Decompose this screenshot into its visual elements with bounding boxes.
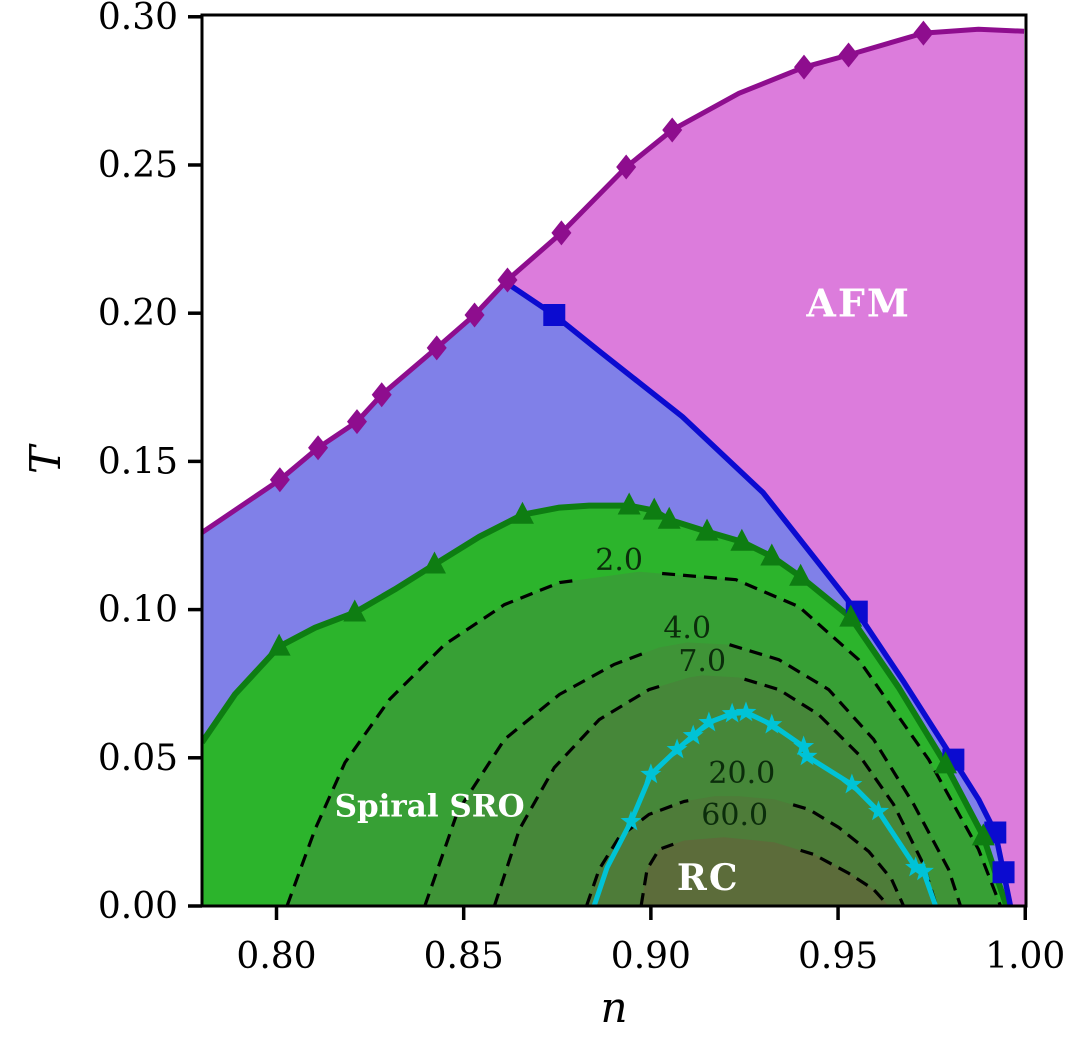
x-tick-label: 0.90 [611, 936, 691, 977]
y-axis-label: T [21, 443, 70, 474]
marker-triangle-spiral-sro-boundary [343, 599, 367, 622]
contour-label-2.0: 2.0 [595, 543, 643, 578]
marker-star-rc-crossover [761, 713, 783, 734]
marker-star-rc-crossover [868, 800, 889, 821]
marker-diamond-afm-transition [662, 117, 683, 143]
x-tick-label: 0.85 [424, 936, 504, 977]
y-tick-label: 0.05 [98, 738, 178, 779]
contour-line-2.0 [285, 578, 577, 906]
axes: 0.80 0.85 0.90 0.95 1.00 0.00 0.05 0.10 0.15 0.20… [98, 0, 1065, 977]
marker-diamond-afm-transition [913, 20, 934, 46]
marker-square-blue-boundary [992, 861, 1015, 884]
contour-band-60.0 [641, 837, 889, 906]
marker-triangle-spiral-sro-boundary [839, 604, 863, 627]
marker-triangle-spiral-sro-boundary [789, 563, 813, 586]
marker-triangle-spiral-sro-boundary [657, 506, 681, 529]
x-tick-label: 0.95 [798, 936, 878, 977]
marker-star-rc-crossover [905, 856, 926, 877]
marker-triangle-spiral-sro-boundary [934, 751, 958, 774]
marker-star-rc-crossover [698, 711, 720, 732]
marker-diamond-afm-transition [308, 435, 329, 461]
y-tick-label: 0.10 [98, 590, 178, 631]
contour-label-20.0: 20.0 [708, 756, 775, 791]
contour-line-7.0 [492, 684, 663, 906]
contour-line-2.0 [661, 571, 1002, 906]
marker-star-rc-crossover [682, 724, 704, 745]
y-tick-label: 0.30 [98, 0, 178, 38]
y-tick-label: 0.15 [98, 441, 178, 482]
marker-triangle-spiral-sro-boundary [422, 551, 446, 574]
contour-line-4.0 [423, 650, 648, 906]
marker-diamond-afm-transition [551, 220, 572, 246]
marker-triangle-spiral-sro-boundary [695, 518, 719, 541]
marker-star-rc-crossover [666, 738, 688, 759]
y-tick-label: 0.25 [98, 145, 178, 186]
marker-triangle-spiral-sro-boundary [617, 492, 641, 515]
x-tick-label: 0.80 [236, 936, 316, 977]
contour-line-20.0 [792, 803, 906, 906]
region-label-rc: RC [677, 857, 740, 899]
marker-star-rc-crossover [721, 702, 743, 723]
marker-diamond-afm-transition [497, 267, 518, 293]
marker-star-rc-crossover [841, 773, 863, 794]
marker-triangle-spiral-sro-boundary [510, 501, 534, 524]
contour-line-60.0 [800, 848, 890, 906]
marker-diamond-afm-transition [371, 382, 392, 408]
marker-star-rc-crossover [913, 860, 934, 881]
marker-triangle-spiral-sro-boundary [730, 528, 754, 551]
contour-line-60.0 [639, 842, 674, 906]
marker-diamond-afm-transition [269, 467, 290, 493]
marker-star-rc-crossover [640, 763, 662, 784]
region-label-afm: AFM [805, 281, 911, 326]
marker-star-rc-crossover [735, 701, 757, 722]
marker-triangle-spiral-sro-boundary [267, 633, 291, 656]
marker-diamond-afm-transition [616, 154, 637, 180]
marker-diamond-afm-transition [793, 54, 814, 80]
marker-triangle-spiral-sro-boundary [642, 497, 666, 520]
contour-label-60.0: 60.0 [701, 798, 768, 833]
marker-diamond-afm-transition [346, 409, 367, 435]
contour-label-7.0: 7.0 [678, 644, 726, 679]
y-tick-label: 0.00 [98, 886, 178, 927]
marker-star-rc-crossover [796, 745, 818, 766]
marker-triangle-spiral-sro-boundary [971, 823, 995, 846]
marker-diamond-afm-transition [464, 302, 485, 328]
marker-star-rc-crossover [793, 735, 815, 756]
marker-triangle-spiral-sro-boundary [760, 543, 784, 566]
marker-diamond-afm-transition [838, 42, 859, 68]
x-axis-label: n [600, 983, 627, 1032]
generated-chart-layers: 0.80 0.85 0.90 0.95 1.00 0.00 0.05 0.10 0.15 0.20… [98, 0, 1065, 977]
plot-area [202, 20, 1026, 906]
y-tick-label: 0.20 [98, 293, 178, 334]
marker-square-blue-boundary [543, 303, 566, 326]
x-tick-label: 1.00 [985, 936, 1065, 977]
contour-line-4.0 [729, 643, 963, 906]
contour-label-4.0: 4.0 [663, 611, 711, 646]
marker-star-rc-crossover [620, 810, 642, 831]
marker-diamond-afm-transition [426, 335, 447, 361]
region-label-spiral-sro: Spiral SRO [335, 789, 525, 825]
